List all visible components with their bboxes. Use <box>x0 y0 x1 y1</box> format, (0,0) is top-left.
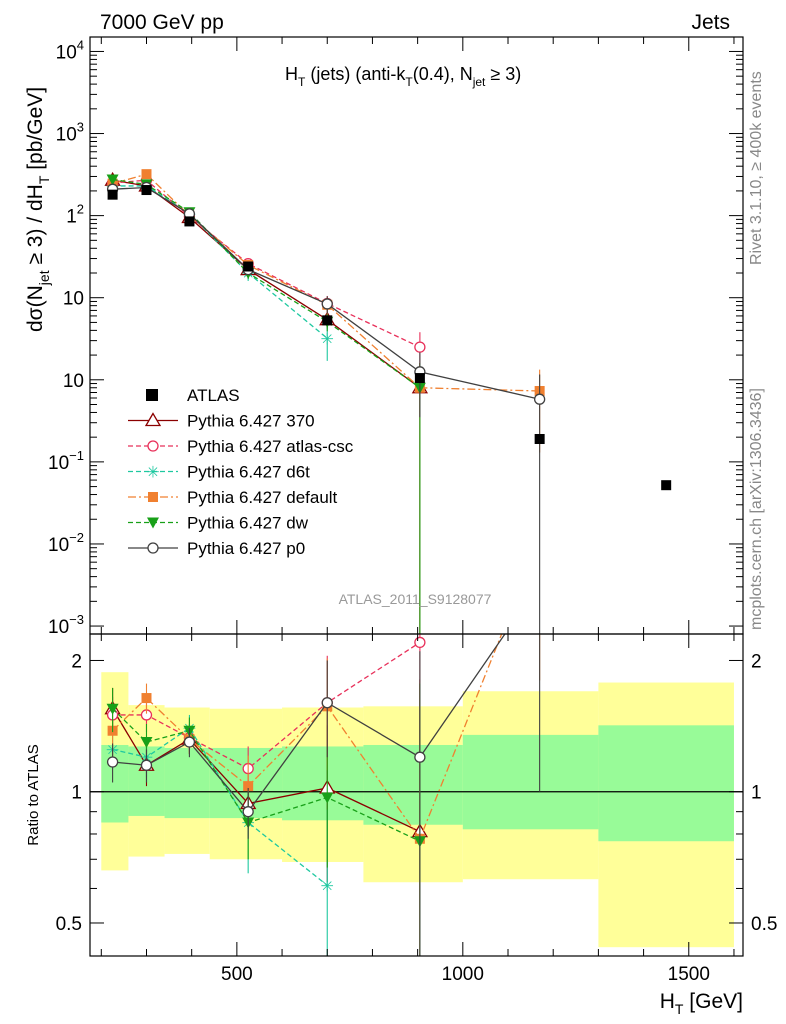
legend-label-d6t: Pythia 6.427 d6t <box>187 463 310 482</box>
band-inner <box>363 744 463 825</box>
ratio-point-default <box>141 693 152 704</box>
ytick-label: 10 <box>63 371 84 392</box>
ratio-panel: ✳✳✳✳✳ 0.5 0.5 1 1 2 2 500 1000 1500 Ratio to ATL… <box>25 633 777 1017</box>
series-d6t: ✳✳✳✳✳ <box>106 179 334 361</box>
ytick-label: 10 <box>63 289 84 310</box>
line-d6t <box>112 185 328 339</box>
point-data <box>184 216 195 227</box>
band-inner <box>462 734 599 830</box>
ratio-ytick-label: 2 <box>71 651 82 672</box>
header-right: Jets <box>691 11 730 34</box>
legend-item-p0: Pythia 6.427 p0 <box>128 539 305 558</box>
ytick-label: 10−1 <box>48 448 84 474</box>
ratio-point-p0 <box>106 756 119 768</box>
legend-item-p370: Pythia 6.427 370 <box>128 412 315 431</box>
point-dw <box>106 174 119 186</box>
legend-label-default: Pythia 6.427 default <box>187 488 338 507</box>
ratio-point-dw <box>106 703 119 715</box>
xtick-label: 1500 <box>668 964 710 985</box>
ratio-point-atlascsc <box>414 636 426 649</box>
ytick-label: 104 <box>56 37 84 63</box>
ratio-point-dw <box>140 737 153 749</box>
main-ticks: 10−3 10−2 10−1 10 10 12 103 104 <box>48 37 743 638</box>
point-d6t: ✳ <box>321 331 334 348</box>
legend-label-p370: Pythia 6.427 370 <box>187 412 315 431</box>
xtick-label: 1000 <box>442 964 484 985</box>
point-data <box>534 433 545 444</box>
analysis-id: ATLAS_2011_S9128077 <box>339 591 492 607</box>
band-inner <box>598 725 734 842</box>
legend-item-dw: Pythia 6.427 dw <box>128 514 309 533</box>
point-data <box>141 185 152 196</box>
ytick-label: 10−3 <box>48 612 84 638</box>
ratio-series-p0 <box>106 634 541 956</box>
line-dw <box>112 178 421 389</box>
point-data <box>661 480 672 491</box>
ratio-point-p0 <box>183 736 196 748</box>
point-data <box>322 315 333 326</box>
ratio-point-p0 <box>140 759 153 771</box>
ratio-ticks: 0.5 0.5 1 1 2 2 500 1000 1500 <box>56 634 777 985</box>
main-plot-area: ✳✳✳✳✳ <box>104 169 672 634</box>
line-atlascsc <box>112 179 421 348</box>
plot-title: HT (jets) (anti-kT(0.4), Njet ≥ 3) <box>285 64 521 89</box>
legend-item-atlascsc: Pythia 6.427 atlas-csc <box>128 437 354 456</box>
header-left: 7000 GeV pp <box>100 11 224 34</box>
legend-marker-atlascsc <box>147 440 159 452</box>
series-default <box>107 169 545 634</box>
ratio-frame <box>89 633 744 957</box>
ytick-label: 12 <box>66 202 84 228</box>
legend-marker-default <box>148 492 158 502</box>
ratio-point-p0 <box>242 806 254 818</box>
ratio-point-default <box>243 781 254 792</box>
xlabel: HT [GeV] <box>660 990 743 1017</box>
legend-item-default: Pythia 6.427 default <box>128 488 338 507</box>
legend: ATLAS Pythia 6.427 370 Pythia 6.427 atlas-… <box>128 386 354 558</box>
ytick-label: 103 <box>56 120 84 146</box>
ratio-ytick-label-right: 0.5 <box>751 914 777 935</box>
main-panel: ✳✳✳✳✳ 10−3 10−2 10−1 10 10 12 103 104 HT (jets)… <box>24 36 744 638</box>
line-p0 <box>112 186 540 400</box>
point-data <box>243 261 254 272</box>
legend-item-data: ATLAS <box>146 386 240 405</box>
main-ylabel: dσ(Njet ≥ 3) / dHT [pb/GeV] <box>24 87 52 332</box>
legend-marker-data <box>146 389 158 401</box>
legend-item-d6t: ✳ Pythia 6.427 d6t <box>128 463 310 482</box>
mcplots-label: mcplots.cern.ch [arXiv:1306.3436] <box>748 388 765 630</box>
legend-label-data: ATLAS <box>187 386 240 405</box>
point-data <box>414 373 425 384</box>
band-inner <box>282 746 364 821</box>
point-p0 <box>533 393 546 405</box>
legend-marker-d6t: ✳ <box>146 465 159 482</box>
legend-label-dw: Pythia 6.427 dw <box>187 514 309 533</box>
xtick-label: 500 <box>221 964 253 985</box>
point-atlascsc <box>414 341 426 353</box>
band-inner <box>164 747 210 819</box>
legend-label-atlascsc: Pythia 6.427 atlas-csc <box>187 437 354 456</box>
legend-marker-p0 <box>147 542 159 554</box>
ytick-label: 10−2 <box>48 530 84 556</box>
ratio-plot-area: ✳✳✳✳✳ <box>90 634 743 956</box>
legend-marker-dw <box>147 517 159 529</box>
legend-label-p0: Pythia 6.427 p0 <box>187 539 305 558</box>
ratio-point-p0 <box>321 697 333 709</box>
rivet-label: Rivet 3.1.10, ≥ 400k events <box>748 71 765 265</box>
series-data <box>107 185 672 491</box>
ratio-ytick-label-right: 1 <box>751 783 762 804</box>
ratio-ylabel: Ratio to ATLAS <box>25 744 42 845</box>
ratio-point-p0 <box>414 751 426 763</box>
line-p370 <box>112 179 421 389</box>
ratio-ytick-label: 1 <box>71 783 82 804</box>
ratio-point-d6t: ✳ <box>321 878 334 895</box>
ratio-point-dw <box>321 792 334 804</box>
ratio-ytick-label: 0.5 <box>56 914 82 935</box>
point-default <box>141 169 152 180</box>
legend-marker-p370 <box>144 412 162 427</box>
point-data <box>107 189 118 200</box>
ratio-ytick-label-right: 2 <box>751 651 762 672</box>
series-atlascsc <box>106 174 426 374</box>
point-p0 <box>321 298 333 310</box>
